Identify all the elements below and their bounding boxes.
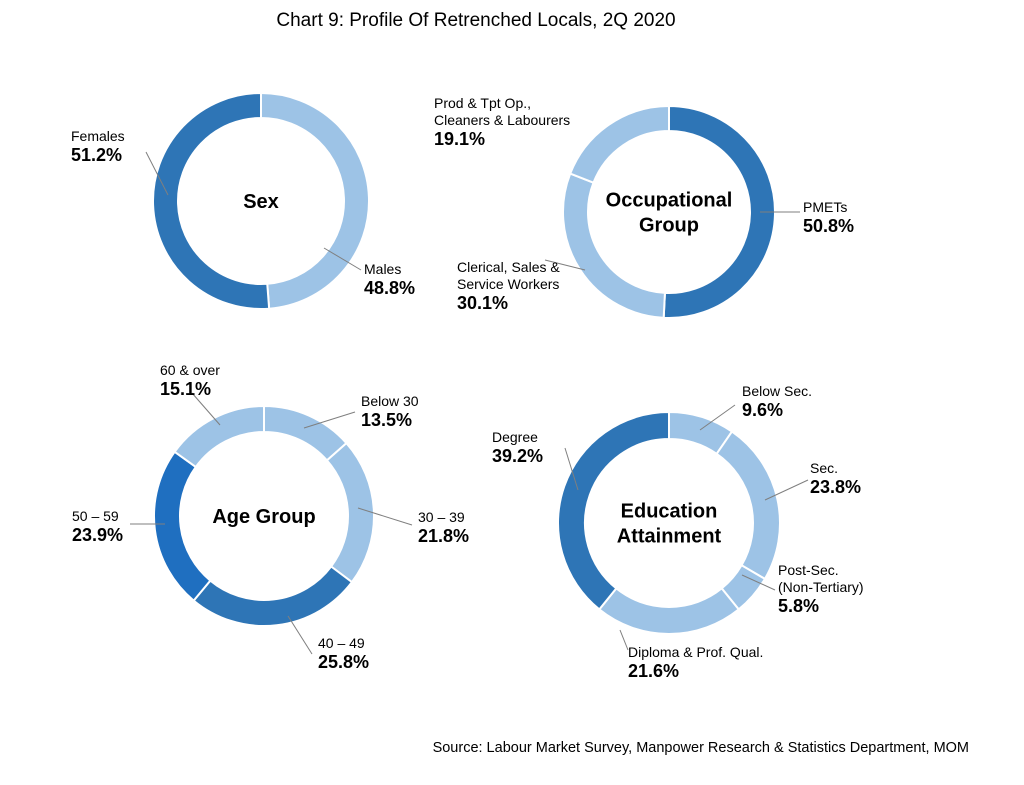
donut-center-label: Group	[639, 215, 699, 237]
donut-chart-4: Below Sec.9.6% Sec.23.8% Post-Sec.(Non-Ter…	[492, 383, 864, 681]
slice-label: Clerical, Sales &	[457, 259, 560, 275]
slice-value-label: 23.9%	[72, 525, 123, 545]
donut-center-label: Sex	[243, 191, 279, 213]
leader-line	[191, 392, 221, 426]
slice-label: Prod & Tpt Op.,	[434, 95, 531, 111]
slice-label: PMETs	[803, 199, 847, 215]
slice-value-label: 48.8%	[364, 278, 415, 298]
slice-value-label: 15.1%	[160, 379, 211, 399]
leader-line	[564, 447, 579, 491]
slice-value-label: 30.1%	[457, 293, 508, 313]
leader-line	[699, 404, 736, 431]
donut-center-label: Age Group	[212, 506, 315, 528]
slice-label: Degree	[492, 429, 538, 445]
slice-value-label: 39.2%	[492, 446, 543, 466]
slice-label: Females	[71, 128, 125, 144]
leader-line	[145, 151, 169, 196]
donut-slice	[597, 586, 741, 635]
leader-line	[619, 629, 629, 651]
slice-value-label: 9.6%	[742, 400, 783, 420]
donut-center-label: Education	[621, 501, 718, 523]
slice-label: Cleaners & Labourers	[434, 112, 570, 128]
slice-label: 40 – 49	[318, 635, 365, 651]
donut-slice	[151, 91, 271, 310]
source-note: Source: Labour Market Survey, Manpower R…	[432, 740, 969, 756]
donut-slice	[715, 430, 781, 581]
slice-value-label: 5.8%	[778, 596, 819, 616]
donut-slice	[260, 91, 370, 310]
donut-center-label: Occupational	[606, 190, 733, 212]
slice-value-label: 13.5%	[361, 410, 412, 430]
donut-slice	[153, 450, 212, 602]
donut-slice	[568, 104, 670, 184]
slice-value-label: 19.1%	[434, 129, 485, 149]
slice-label: Service Workers	[457, 276, 559, 292]
leader-line	[323, 247, 362, 271]
slice-label: (Non-Tertiary)	[778, 579, 864, 595]
slice-value-label: 21.8%	[418, 526, 469, 546]
leader-line	[287, 615, 313, 655]
chart-title: Chart 9: Profile Of Retrenched Locals, 2…	[276, 10, 676, 31]
donut-slice	[557, 410, 670, 611]
slice-value-label: 21.6%	[628, 661, 679, 681]
slice-value-label: 23.8%	[810, 477, 861, 497]
donut-slice	[192, 565, 354, 627]
slice-label: 30 – 39	[418, 509, 465, 525]
slice-value-label: 25.8%	[318, 652, 369, 672]
slice-label: Males	[364, 261, 401, 277]
donut-slice	[173, 404, 265, 469]
donut-center-label: Attainment	[617, 526, 722, 548]
slice-label: 50 – 59	[72, 508, 119, 524]
donut-slice	[662, 104, 776, 319]
slice-value-label: 50.8%	[803, 216, 854, 236]
leader-line	[764, 479, 809, 501]
slice-label: Sec.	[810, 460, 838, 476]
donut-slice	[325, 441, 375, 584]
slice-label: 60 & over	[160, 362, 220, 378]
donut-slice	[263, 404, 348, 462]
slice-value-label: 51.2%	[71, 145, 122, 165]
leader-line	[741, 574, 776, 591]
slice-label: Below Sec.	[742, 383, 812, 399]
leader-line	[357, 507, 413, 526]
slice-label: Diploma & Prof. Qual.	[628, 644, 763, 660]
leader-line	[544, 259, 586, 271]
slice-label: Below 30	[361, 393, 419, 409]
slice-label: Post-Sec.	[778, 562, 839, 578]
leader-line	[303, 411, 356, 429]
